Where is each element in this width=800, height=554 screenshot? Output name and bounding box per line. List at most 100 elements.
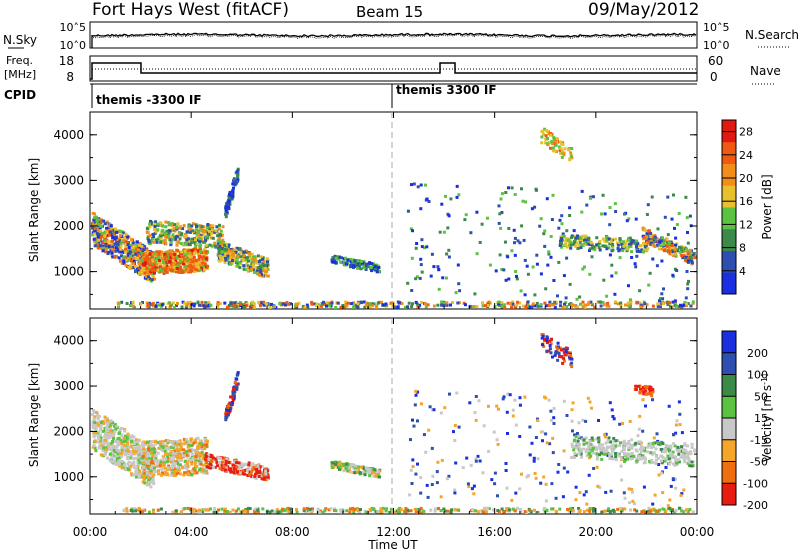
scatter-cell [564,242,567,246]
scatter-cell [216,303,220,306]
scatter-cell [125,442,129,446]
scatter-cell [379,510,382,513]
scatter-cell [533,304,537,308]
scatter-cell [348,507,352,511]
scatter-cell [496,509,500,512]
scatter-cell [117,248,121,252]
scatter-cell [202,471,206,475]
scatter-cell [167,464,171,468]
scatter-cell [233,390,237,394]
scatter-cell [441,276,445,280]
scatter-cell [97,440,101,444]
scatter-cell [410,289,414,292]
scatter-cell [239,251,243,255]
scatter-cell [127,452,131,456]
scatter-cell [143,508,147,512]
scatter-cell [670,252,674,256]
scatter-cell [184,437,188,441]
scatter-cell [674,301,677,305]
scatter-cell [439,509,443,513]
scatter-cell [502,268,506,272]
scatter-cell [691,253,695,257]
scatter-cell [414,472,418,476]
scatter-cell [601,237,605,241]
scatter-cell [118,449,122,453]
scatter-cell [168,253,172,257]
scatter-cell [565,229,569,233]
scatter-cell [588,242,592,246]
scatter-cell [207,457,211,461]
scatter-cell [475,210,479,214]
scatter-cell [590,243,594,247]
scatter-cell [128,456,132,460]
scatter-cell [672,193,675,197]
scatter-cell [157,303,161,307]
scatter-cell [288,507,292,511]
scatter-cell [234,468,238,472]
scatter-cell [210,460,214,463]
scatter-cell [133,507,137,511]
scatter-cell [173,461,177,465]
scatter-cell [250,252,254,256]
scatter-cell [683,300,687,304]
scatter-cell [185,440,189,444]
scatter-cell [97,241,101,244]
scatter-cell [94,431,98,435]
scatter-cell [138,462,142,466]
scatter-cell [642,241,645,245]
scatter-cell [125,456,129,460]
scatter-cell [187,443,191,446]
scatter-cell [263,476,267,480]
scatter-cell [93,421,97,424]
scatter-cell [270,302,274,306]
scatter-cell [199,304,203,307]
scatter-cell [137,453,141,457]
scatter-cell [103,435,107,438]
scatter-cell [149,468,153,472]
scatter-cell [154,464,158,468]
scatter-cell [105,420,109,424]
scatter-cell [409,468,413,472]
scatter-cell [147,454,150,457]
scatter-cell [513,241,516,245]
scatter-cell [368,305,372,309]
scatter-cell [234,377,238,381]
scatter-cell [232,470,236,474]
scatter-cell [200,458,204,462]
scatter-cell [544,134,548,138]
scatter-cell [169,238,173,242]
scatter-cell [353,259,357,263]
scatter-cell [602,244,606,248]
scatter-cell [214,458,218,462]
scatter-cell [493,471,497,475]
scatter-cell [528,453,532,457]
scatter-cell [189,261,193,265]
scatter-cell [576,246,580,250]
scatter-cell [143,481,147,485]
scatter-cell [179,259,183,263]
scatter-cell [453,439,457,442]
scatter-cell [642,300,646,304]
scatter-cell [518,396,522,400]
scatter-cell [549,235,553,238]
scatter-cell [535,301,539,305]
scatter-cell [321,510,325,514]
scatter-cell [423,302,427,306]
scatter-cell [481,471,485,475]
scatter-cell [645,243,648,247]
scatter-cell [213,241,217,245]
noise-right-tick-bottom: 10˄0 [703,39,730,52]
scatter-cell [643,235,647,239]
scatter-cell [185,453,189,457]
scatter-cell [189,264,193,268]
scatter-cell [93,227,97,231]
scatter-cell [608,242,612,246]
scatter-cell [363,305,367,309]
scatter-cell [190,469,194,473]
scatter-cell [100,244,104,248]
scatter-cell [576,234,579,238]
scatter-cell [191,250,195,254]
scatter-cell [647,229,651,233]
scatter-cell [170,223,174,227]
scatter-cell [173,464,177,468]
